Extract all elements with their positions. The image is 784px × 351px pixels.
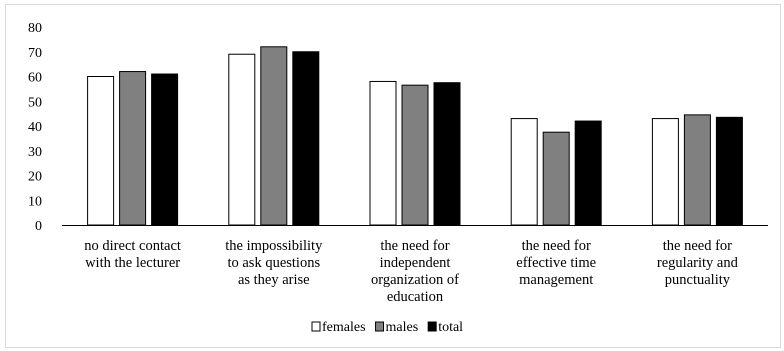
- bar-total: [151, 73, 179, 226]
- legend-label-males: males: [386, 320, 419, 335]
- bar-males: [542, 131, 570, 226]
- x-tick-label: the need for: [663, 238, 732, 254]
- bar-males: [401, 84, 429, 226]
- bar-females: [228, 53, 256, 226]
- x-tick-label: no direct contact: [84, 238, 181, 254]
- y-tick-label: 0: [35, 219, 42, 234]
- bar-females: [87, 76, 115, 226]
- bar-males: [683, 114, 711, 226]
- y-tick-label: 80: [28, 21, 42, 36]
- legend-swatch-males: [375, 321, 385, 332]
- y-tick-label: 40: [28, 120, 42, 135]
- x-tick-label: organization of: [371, 272, 459, 288]
- chart-frame: [5, 4, 781, 348]
- x-tick-label: effective time: [516, 255, 596, 271]
- bar-males: [260, 46, 288, 226]
- x-tick-label: regularity and: [657, 255, 739, 271]
- x-tick-label: the need for: [380, 238, 449, 254]
- y-tick-label: 10: [28, 194, 42, 209]
- x-tick-label: education: [387, 289, 444, 305]
- x-tick-label: independent: [380, 255, 451, 271]
- legend-label-total: total: [438, 320, 463, 335]
- x-tick-label: as they arise: [238, 272, 310, 288]
- y-tick-label: 70: [28, 46, 42, 61]
- x-tick-label: management: [519, 272, 593, 288]
- legend-swatch-females: [311, 321, 321, 332]
- y-tick-label: 50: [28, 95, 42, 110]
- x-tick-label: to ask questions: [227, 255, 320, 271]
- legend-swatch-total: [427, 321, 437, 332]
- bar-total: [715, 116, 743, 226]
- bar-total: [574, 120, 602, 226]
- y-tick-label: 60: [28, 71, 42, 86]
- y-tick-label: 20: [28, 170, 42, 185]
- bar-females: [651, 118, 679, 226]
- x-tick-label: with the lecturer: [85, 255, 180, 271]
- bar-females: [510, 118, 538, 226]
- x-tick-label: the need for: [522, 238, 591, 254]
- y-tick-label: 30: [28, 145, 42, 160]
- bar-total: [433, 82, 461, 226]
- bar-males: [119, 71, 147, 226]
- bar-females: [369, 80, 397, 226]
- bar-total: [292, 51, 320, 226]
- x-tick-label: the impossibility: [225, 238, 323, 254]
- x-tick-label: punctuality: [665, 272, 731, 288]
- legend-label-females: females: [322, 320, 366, 335]
